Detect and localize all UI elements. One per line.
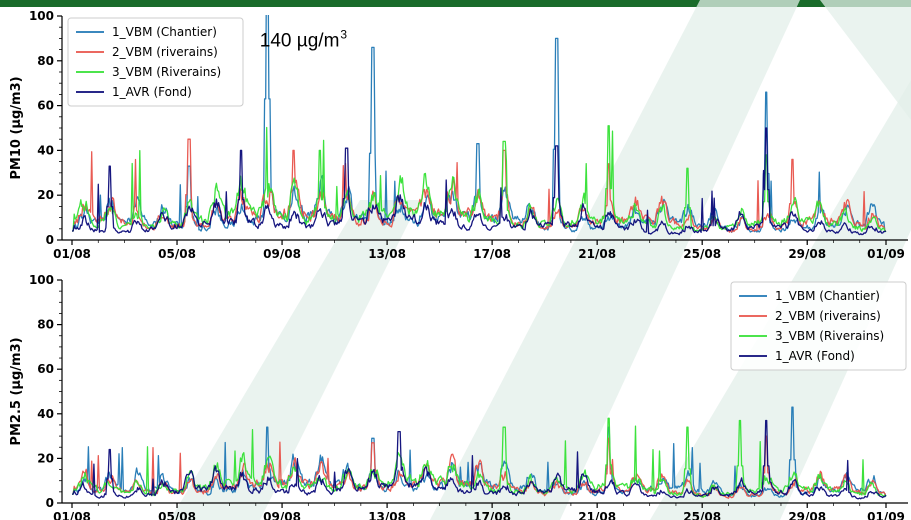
y-tick-label: 0 (46, 233, 54, 247)
y-tick-label: 40 (37, 143, 54, 157)
series-group (72, 15, 887, 236)
x-tick-label: 01/09 (867, 247, 905, 261)
y-tick-label: 20 (37, 188, 54, 202)
chart-panels: 0 20 40 60 80 100 01/08 05/08 09/08 13/08 17/08 21/… (9, 9, 908, 520)
x-tick-label: 05/08 (158, 247, 196, 261)
x-tick-label: 09/08 (263, 247, 301, 261)
y-tick-label: 60 (37, 362, 54, 376)
y-tick-label: 100 (29, 273, 54, 287)
x-tick-label: 13/08 (368, 510, 406, 520)
legend-box (67, 17, 244, 107)
x-tick-label: 25/08 (683, 510, 721, 520)
legend-box (730, 281, 907, 371)
y-tick-label: 60 (37, 99, 54, 113)
legend-label: 1_VBM (Chantier) (775, 289, 880, 303)
watermark-band (170, 200, 420, 520)
x-tick-label: 29/08 (788, 510, 826, 520)
x-tick-label: 09/08 (263, 510, 301, 520)
top-bar (0, 0, 911, 7)
y-axis-label: PM2.5 (µg/m3) (9, 337, 24, 445)
x-tick-label: 13/08 (368, 247, 406, 261)
annotation-superscript: 3 (340, 27, 347, 41)
x-tick-label: 05/08 (158, 510, 196, 520)
legend-label: 1_AVR (Fond) (775, 349, 855, 363)
series-line-1 (72, 435, 886, 499)
y-tick-label: 0 (46, 496, 54, 510)
legend-label: 3_VBM (Riverains) (775, 329, 884, 343)
pm25-panel: 0 20 40 60 80 100 01/08 05/08 09/08 13/08 17/08 21/… (9, 273, 908, 520)
y-tick-label: 20 (37, 451, 54, 465)
x-tick-label: 21/08 (578, 247, 616, 261)
series-line-3 (72, 127, 887, 236)
pm10-panel: 0 20 40 60 80 100 01/08 05/08 09/08 13/08 17/08 21/… (9, 9, 908, 261)
legend: 1_VBM (Chantier) 2_VBM (riverains) 3_VBM (… (67, 17, 244, 107)
series-line-0 (72, 15, 886, 233)
y-tick-label: 100 (29, 9, 54, 23)
y-tick-label: 40 (37, 407, 54, 421)
legend-label: 1_VBM (Chantier) (112, 25, 217, 39)
y-tick-label: 80 (37, 54, 54, 68)
series-group (72, 406, 887, 500)
x-tick-label: 01/09 (867, 510, 905, 520)
watermark-band (820, 0, 911, 120)
legend-label: 2_VBM (riverains) (775, 309, 881, 323)
x-tick-label: 29/08 (788, 247, 826, 261)
x-tick-label: 01/08 (53, 247, 91, 261)
series-line-3 (72, 419, 887, 500)
legend-label: 2_VBM (riverains) (112, 45, 218, 59)
y-tick-label: 80 (37, 318, 54, 332)
x-tick-label: 25/08 (683, 247, 721, 261)
x-tick-label: 01/08 (53, 510, 91, 520)
x-tick-label: 21/08 (578, 510, 616, 520)
y-axis-label: PM10 (µg/m3) (9, 76, 24, 179)
series-line-1 (72, 138, 886, 233)
x-tick-label: 17/08 (473, 510, 511, 520)
x-tick-label: 17/08 (473, 247, 511, 261)
legend: 1_VBM (Chantier) 2_VBM (riverains) 3_VBM (… (730, 281, 907, 371)
legend-label: 1_AVR (Fond) (112, 85, 192, 99)
annotation-label: 140 µg/m (260, 30, 340, 51)
legend-label: 3_VBM (Riverains) (112, 65, 221, 79)
watermark-band (430, 0, 800, 520)
